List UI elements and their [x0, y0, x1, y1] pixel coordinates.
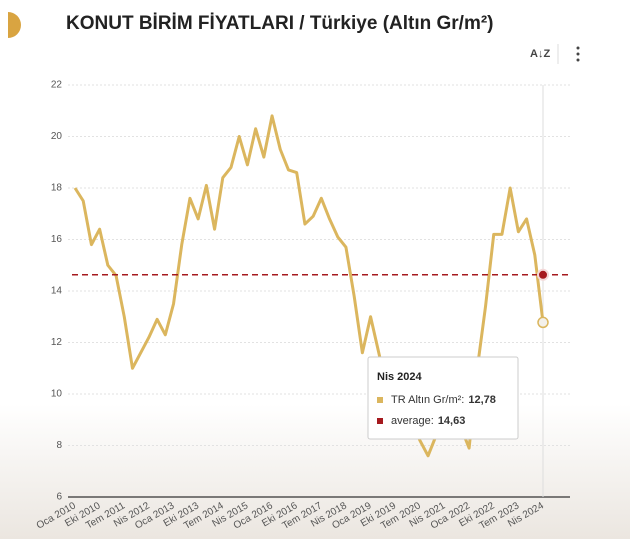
- menu-dot[interactable]: [577, 59, 580, 62]
- tooltip-item: TR Altın Gr/m²: 12,78: [391, 394, 496, 406]
- tooltip-item: average: 14,63: [391, 415, 465, 427]
- y-tick-label: 6: [56, 492, 62, 503]
- y-tick-label: 8: [56, 440, 62, 451]
- hover-point: [538, 317, 548, 327]
- tooltip-value: 12,78: [468, 394, 496, 406]
- tooltip-label: average:: [391, 415, 434, 427]
- y-tick-label: 20: [51, 131, 63, 142]
- chart-title: KONUT BİRİM FİYATLARI / Türkiye (Altın G…: [66, 13, 494, 34]
- menu-dot[interactable]: [577, 53, 580, 56]
- menu-dot[interactable]: [577, 47, 580, 50]
- average-point: [538, 270, 548, 280]
- y-tick-label: 18: [51, 183, 63, 194]
- y-tick-label: 22: [51, 80, 63, 91]
- y-tick-label: 16: [51, 234, 63, 245]
- sort-icon[interactable]: A↓Z: [530, 48, 550, 60]
- tooltip-value: 14,63: [438, 415, 466, 427]
- menu-button[interactable]: [577, 47, 580, 62]
- tooltip-title: Nis 2024: [377, 371, 423, 383]
- chart: KONUT BİRİM FİYATLARI / Türkiye (Altın G…: [0, 0, 630, 539]
- y-tick-label: 12: [51, 337, 63, 348]
- sort-button[interactable]: A↓Z: [530, 48, 550, 60]
- y-tick-label: 14: [51, 286, 63, 297]
- tooltip: Nis 2024 TR Altın Gr/m²: 12,78 average: 14,6…: [368, 357, 518, 439]
- y-tick-label: 10: [51, 389, 63, 400]
- tooltip-swatch: [377, 418, 383, 424]
- tooltip-swatch: [377, 397, 383, 403]
- tooltip-label: TR Altın Gr/m²:: [391, 394, 464, 406]
